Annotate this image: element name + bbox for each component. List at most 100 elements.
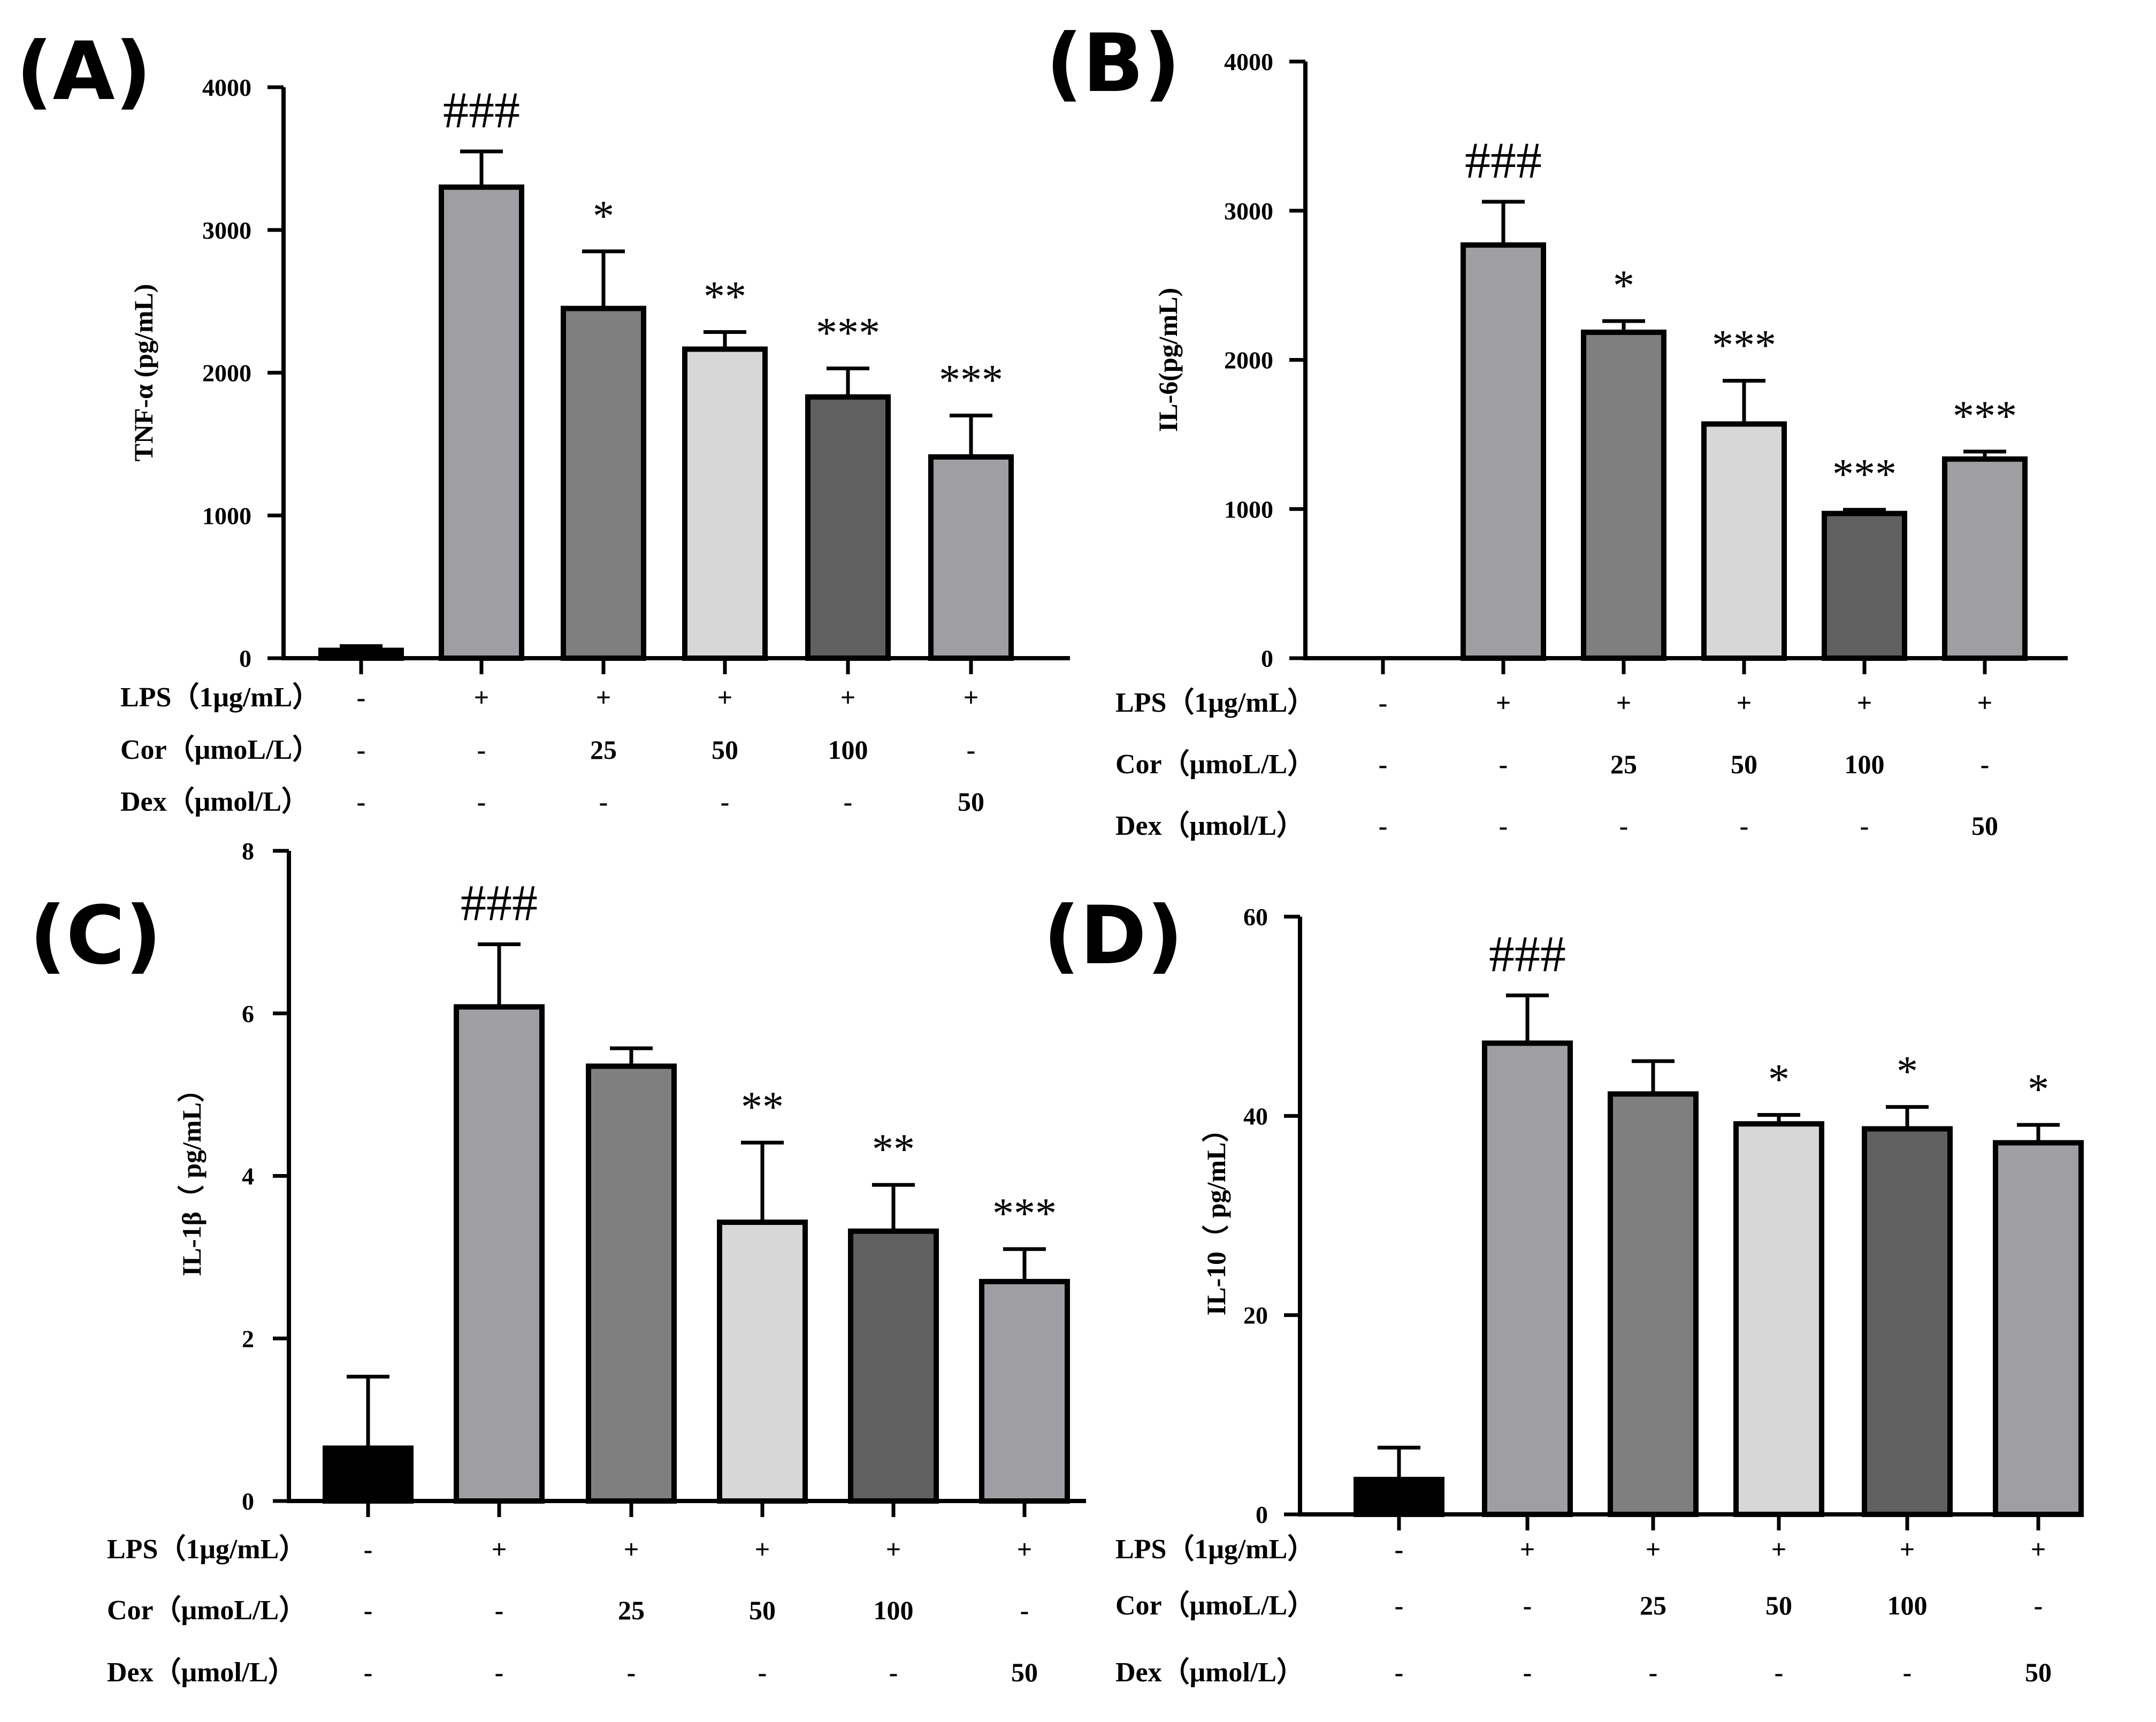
table-cell: -	[495, 1657, 504, 1687]
row-label-dex: Dex（μmol/L）	[107, 1657, 296, 1688]
table-cell: -	[2034, 1590, 2043, 1620]
table-cell: 100	[874, 1595, 914, 1625]
table-cell: +	[596, 682, 611, 712]
table-cell: -	[477, 735, 486, 765]
significance-mark: *	[1897, 1048, 1918, 1095]
panel-label: (C)	[29, 889, 162, 982]
table-cell: -	[1020, 1595, 1029, 1625]
hash-mark: ###	[1465, 132, 1542, 189]
y-tick-label: 3000	[1224, 197, 1273, 225]
table-cell: -	[758, 1657, 767, 1687]
y-axis-label: TNF-α (pg/mL)	[128, 284, 158, 461]
y-axis-label: IL-1β（ pg/mL）	[177, 1076, 207, 1276]
y-tick-label: 4000	[1224, 48, 1273, 75]
bar	[318, 647, 404, 661]
row-label-dex: Dex（μmol/L）	[1115, 1657, 1304, 1688]
bar	[323, 1445, 414, 1504]
y-tick-label: 0	[1256, 1501, 1268, 1528]
row-label-dex: Dex（μmol/L）	[120, 786, 309, 817]
significance-mark: **	[741, 1084, 784, 1131]
table-cell: -	[627, 1657, 636, 1687]
table-cell: -	[889, 1657, 898, 1687]
table-cell: 50	[749, 1595, 776, 1625]
y-axis-label: IL-6(pg/mL)	[1153, 288, 1183, 432]
bar	[454, 1004, 545, 1504]
bar	[1862, 1126, 1953, 1517]
table-cell: -	[967, 735, 976, 765]
y-tick-label: 3000	[202, 217, 251, 244]
row-label-lps: LPS（1μg/mL）	[107, 1534, 307, 1565]
panel-label: (B)	[1046, 17, 1180, 110]
table-cell: -	[364, 1534, 373, 1564]
hash-mark: ###	[1489, 925, 1566, 982]
table-cell: +	[624, 1534, 639, 1564]
table-cell: 25	[618, 1595, 645, 1625]
bar	[561, 306, 646, 661]
significance-mark: **	[704, 273, 746, 320]
bar	[979, 1278, 1070, 1504]
table-cell: 25	[590, 735, 617, 765]
bar	[1942, 456, 2028, 661]
y-tick-label: 1000	[202, 502, 251, 529]
bar	[1701, 421, 1787, 661]
bar	[1354, 1476, 1444, 1517]
hash-mark: ###	[443, 81, 520, 139]
significance-mark: *	[2028, 1066, 2049, 1113]
row-label-cor: Cor（μmoL/L）	[107, 1595, 307, 1626]
panel-b: (B)01000200030004000IL-6(pg/mL)###******…	[1046, 17, 2068, 841]
table-cell: -	[1379, 811, 1388, 841]
table-cell: +	[1737, 688, 1752, 718]
bar	[928, 454, 1014, 661]
bar	[1461, 242, 1546, 661]
table-cell: +	[1900, 1534, 1915, 1564]
table-cell: +	[1616, 688, 1632, 718]
table-cell: 50	[1731, 749, 1757, 779]
significance-mark: ***	[1712, 322, 1776, 369]
y-tick-label: 2	[242, 1325, 254, 1352]
significance-mark: *	[593, 193, 614, 240]
row-label-lps: LPS（1μg/mL）	[1115, 687, 1315, 718]
table-cell: 100	[1887, 1590, 1928, 1620]
table-cell: -	[1981, 749, 1990, 779]
bar	[1581, 329, 1666, 661]
table-cell: +	[1857, 688, 1872, 718]
row-label-lps: LPS（1μg/mL）	[1115, 1534, 1315, 1565]
hash-mark: ###	[461, 874, 538, 932]
significance-mark: **	[872, 1126, 915, 1173]
table-cell: -	[1860, 811, 1869, 841]
table-cell: +	[1520, 1534, 1535, 1564]
table-cell: +	[886, 1534, 901, 1564]
row-label-dex: Dex（μmol/L）	[1115, 810, 1304, 841]
table-cell: 50	[712, 735, 738, 765]
table-cell: 100	[828, 735, 868, 765]
bar	[717, 1220, 808, 1504]
table-cell: -	[1395, 1657, 1404, 1687]
row-label-lps: LPS（1μg/mL）	[120, 682, 320, 713]
panel-label: (A)	[16, 25, 151, 118]
table-cell: -	[1523, 1657, 1532, 1687]
y-tick-label: 1000	[1224, 496, 1273, 523]
table-cell: -	[1619, 811, 1629, 841]
table-cell: 100	[1845, 749, 1885, 779]
y-tick-label: 2000	[1224, 347, 1273, 374]
bar	[1993, 1140, 2084, 1518]
table-cell: 50	[1765, 1590, 1792, 1620]
bar	[1482, 1040, 1573, 1517]
y-tick-label: 0	[242, 1488, 254, 1515]
row-label-cor: Cor（μmoL/L）	[1115, 749, 1315, 780]
table-cell: 50	[958, 787, 984, 817]
y-tick-label: 4	[242, 1163, 254, 1190]
table-cell: 50	[1011, 1657, 1038, 1687]
y-tick-label: 0	[239, 645, 251, 672]
table-cell: +	[1496, 688, 1511, 718]
table-cell: -	[1379, 688, 1388, 718]
bar	[439, 184, 524, 661]
table-cell: -	[495, 1595, 504, 1625]
table-cell: -	[599, 787, 608, 817]
bar	[848, 1228, 939, 1504]
table-cell: -	[1775, 1657, 1784, 1687]
table-cell: -	[1740, 811, 1749, 841]
